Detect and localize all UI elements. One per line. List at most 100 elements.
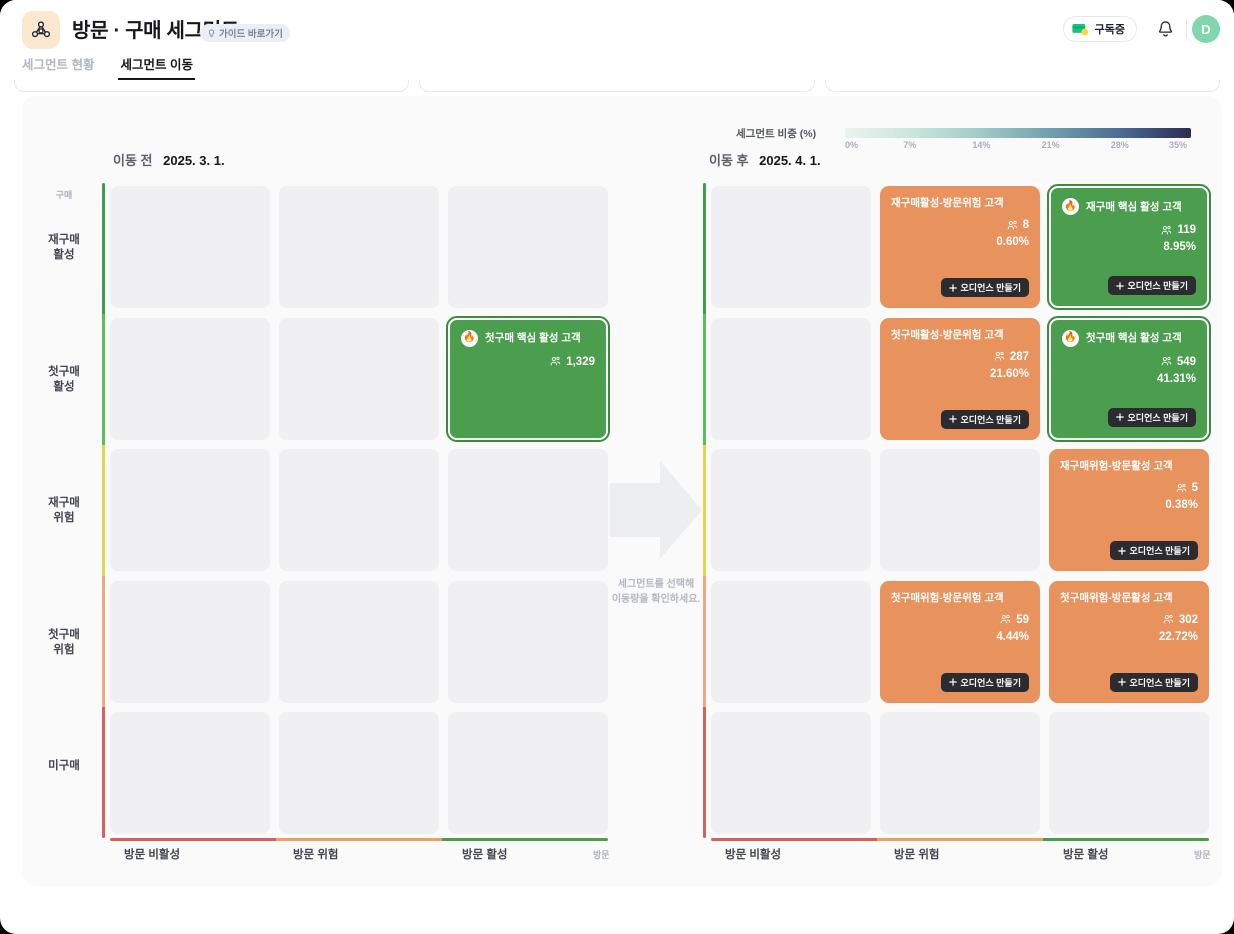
matrix-cell[interactable] xyxy=(1049,712,1209,834)
tab-segment-status[interactable]: 세그먼트 현황 xyxy=(22,58,95,72)
legend-gradient-bar xyxy=(845,128,1191,138)
create-audience-button[interactable]: 오디언스 만들기 xyxy=(1107,407,1196,427)
legend-title: 세그먼트 비중 (%) xyxy=(736,128,817,140)
app-logo[interactable] xyxy=(22,11,60,49)
segment-card-count-value: 59 xyxy=(1016,613,1029,626)
create-audience-button[interactable]: 오디언스 만들기 xyxy=(940,409,1029,429)
segment-card[interactable]: 🔥 재구매 핵심 활성 고객 119 8.95% 오디언스 만들기 xyxy=(1047,184,1211,310)
tab-segment-movement[interactable]: 세그먼트 이동 xyxy=(118,52,196,80)
segment-card-count-value: 8 xyxy=(1022,219,1029,231)
people-icon xyxy=(1176,483,1186,492)
segment-card-count: 59 xyxy=(891,614,1029,626)
guide-link-label: 가이드 바로가기 xyxy=(219,29,283,40)
matrix-cell[interactable] xyxy=(880,712,1040,834)
y-axis-row-label: 재구매 위험 xyxy=(48,497,80,524)
matrix-cell[interactable] xyxy=(279,186,439,308)
segment-card-count: 302 xyxy=(1060,614,1198,626)
create-audience-button[interactable]: 오디언스 만들기 xyxy=(940,278,1029,297)
people-icon xyxy=(1161,356,1172,366)
people-icon xyxy=(1162,225,1172,234)
matrix-cell[interactable] xyxy=(110,712,270,834)
matrix-cell[interactable] xyxy=(279,580,439,703)
y-axis-line xyxy=(102,183,105,838)
matrix-cell[interactable] xyxy=(279,449,439,571)
legend-tick: 35% xyxy=(1169,140,1188,150)
matrix-cell[interactable] xyxy=(279,317,439,440)
create-audience-button[interactable]: 오디언스 만들기 xyxy=(1107,276,1196,295)
segment-card[interactable]: 재구매위험-방문활성 고객 5 0.38% 오디언스 만들기 xyxy=(1049,449,1209,571)
create-audience-button[interactable]: 오디언스 만들기 xyxy=(1109,541,1198,560)
segment-card[interactable]: 첫구매위험-방문활성 고객 302 22.72% 오디언스 만들기 xyxy=(1049,580,1209,703)
transition-arrow-group: 세그먼트를 선택해 이동량을 확인하세요. xyxy=(604,455,708,605)
matrix-cell[interactable] xyxy=(448,712,608,834)
avatar[interactable]: D xyxy=(1192,15,1220,43)
matrix-cell[interactable] xyxy=(448,186,608,308)
header-divider xyxy=(1186,19,1187,39)
matrix-cell[interactable] xyxy=(110,449,270,571)
matrix-cell[interactable] xyxy=(711,449,871,571)
legend-tick: 28% xyxy=(1110,140,1129,150)
notifications-button[interactable] xyxy=(1152,16,1178,42)
matrix-cell[interactable] xyxy=(448,580,608,703)
matrix-cell[interactable] xyxy=(711,712,871,834)
matrix-cell[interactable] xyxy=(110,580,270,703)
selection-hint-line1: 세그먼트를 선택해 xyxy=(617,579,695,590)
matrix-cell[interactable] xyxy=(711,186,871,308)
segment-card[interactable]: 첫구매활성-방문위험 고객 287 21.60% 오디언스 만들기 xyxy=(880,317,1040,440)
segment-card-count: 5 xyxy=(1060,482,1198,494)
people-icon xyxy=(994,351,1005,361)
segment-card-count-value: 287 xyxy=(1009,350,1029,363)
guide-link-badge[interactable]: 가이드 바로가기 xyxy=(200,24,290,42)
segment-card-title: 첫구매위험-방문활성 고객 xyxy=(1060,591,1173,604)
tab-bar: 세그먼트 현황 세그먼트 이동 xyxy=(0,52,1234,80)
top-header-bar: 방문 · 구매 세그먼트 가이드 바로가기 구독중 D xyxy=(0,0,1234,52)
subscription-status-button[interactable]: 구독중 xyxy=(1062,16,1137,42)
segment-card-count-value: 302 xyxy=(1178,613,1198,626)
segment-card-title: 재구매활성-방문위험 고객 xyxy=(891,197,1004,209)
segment-card-count-value: 119 xyxy=(1177,224,1196,236)
page-title: 방문 · 구매 세그먼트 xyxy=(72,20,239,42)
matrix-cell[interactable] xyxy=(711,580,871,703)
matrix-cell[interactable] xyxy=(711,317,871,440)
matrix-cell[interactable] xyxy=(448,449,608,571)
segment-card-count: 1,329 xyxy=(461,356,595,368)
segment-card-title: 재구매 핵심 활성 고객 xyxy=(1086,200,1182,213)
segment-card-percent: 8.95% xyxy=(1163,241,1196,253)
segment-card[interactable]: 첫구매위험-방문위험 고객 59 4.44% 오디언스 만들기 xyxy=(880,580,1040,703)
segment-card-title: 첫구매 핵심 활성 고객 xyxy=(485,332,581,344)
create-audience-label: 오디언스 만들기 xyxy=(1129,677,1190,688)
segment-card-title: 첫구매활성-방문위험 고객 xyxy=(891,328,1004,341)
create-audience-button[interactable]: 오디언스 만들기 xyxy=(1109,672,1198,692)
network-nodes-icon xyxy=(31,21,51,38)
matrix-cell[interactable] xyxy=(279,712,439,834)
x-axis-col-label: 방문 활성 xyxy=(1063,849,1109,861)
segment-card-count-value: 5 xyxy=(1191,482,1198,494)
before-panel-heading: 이동 전 2025. 3. 1. xyxy=(113,150,225,169)
legend-tick: 0% xyxy=(845,140,859,150)
segment-card-percent: 0.38% xyxy=(1165,499,1198,511)
create-audience-label: 오디언스 만들기 xyxy=(1127,412,1188,423)
segment-card-percent: 41.31% xyxy=(1156,372,1196,385)
matrix-before: 구매 재구매 활성 첫구매 활성 재구매 위험 첫구매 위험 미구매 방문 비활성 방문 위험 방문 활… xyxy=(48,183,615,861)
segment-card[interactable]: 🔥 첫구매 핵심 활성 고객 549 41.31% 오디언스 만들기 xyxy=(1047,315,1211,442)
segment-card[interactable]: 재구매활성-방문위험 고객 8 0.60% 오디언스 만들기 xyxy=(880,186,1040,308)
x-axis-unit-label: 방문 xyxy=(1194,850,1211,860)
segment-card-percent: 4.44% xyxy=(996,630,1029,643)
matrix-cell[interactable] xyxy=(880,449,1040,571)
subscription-label: 구독중 xyxy=(1094,24,1125,36)
after-label: 이동 후 xyxy=(709,153,749,168)
after-panel-heading: 이동 후 2025. 4. 1. xyxy=(709,150,821,169)
plus-icon xyxy=(948,283,957,292)
segment-card[interactable]: 🔥 첫구매 핵심 활성 고객 1,329 xyxy=(446,315,610,442)
plus-icon xyxy=(1115,281,1124,290)
matrix-cell[interactable] xyxy=(110,186,270,308)
people-icon xyxy=(1163,614,1174,624)
create-audience-label: 오디언스 만들기 xyxy=(960,677,1021,688)
matrix-cell[interactable] xyxy=(110,317,270,440)
x-axis-col-label: 방문 위험 xyxy=(894,849,940,861)
lightbulb-icon xyxy=(208,28,215,37)
selection-hint-line2: 이동량을 확인하세요. xyxy=(611,594,701,605)
y-axis-line xyxy=(703,183,706,838)
create-audience-button[interactable]: 오디언스 만들기 xyxy=(940,672,1029,692)
